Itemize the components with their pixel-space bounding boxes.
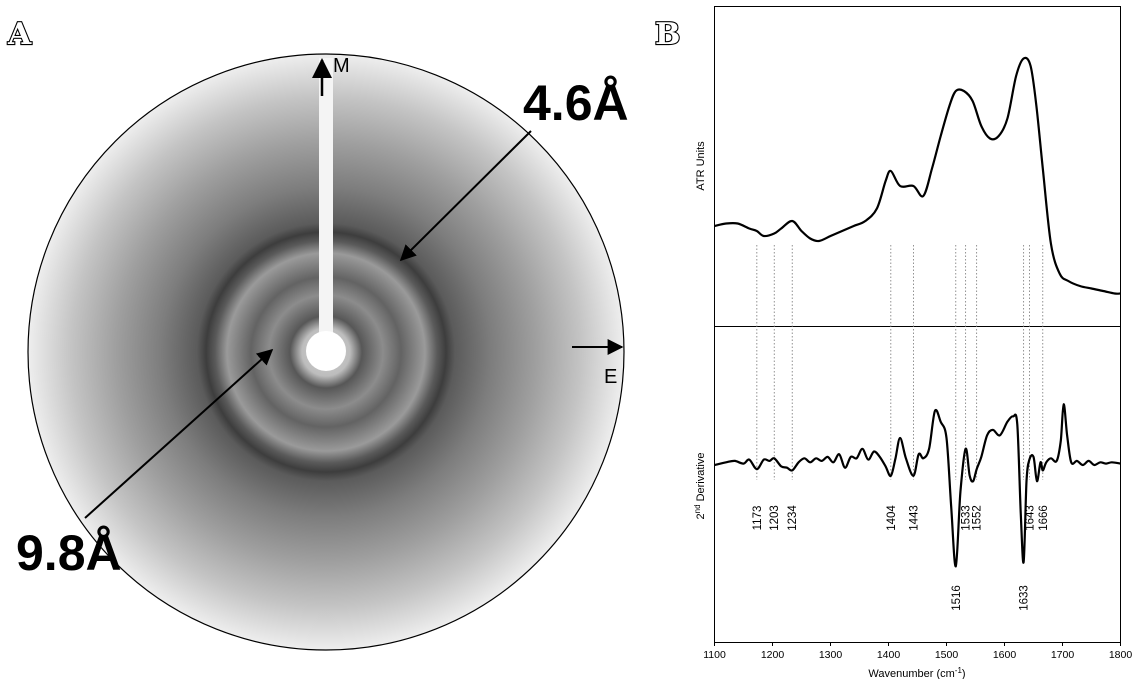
panel-b: B ATR Units 2nd Derivative Wavenumber (c… [654, 6, 1132, 679]
peak-label: 1666 [1038, 505, 1050, 531]
panel-b-letter: B [655, 17, 680, 52]
peak-labels: 1173 1203 1234 1404 1443 1516 1533 1552 1633 1643… [752, 505, 1050, 611]
beamstop-center [306, 331, 346, 371]
plot-frame [714, 6, 1121, 643]
peak-label: 1633 [1019, 585, 1031, 611]
x-ticks: 1100 1200 1300 1400 1500 1600 1700 1800 [703, 642, 1132, 661]
peak-label: 1203 [769, 505, 781, 531]
derivative-spectrum-line [714, 403, 1121, 568]
peak-guides [756, 245, 1044, 480]
peak-label: 1234 [787, 505, 799, 531]
x-tick-label: 1800 [1109, 649, 1133, 661]
peak-label: 1552 [972, 505, 984, 531]
label-9-8: 9.8Å [16, 525, 122, 581]
series [714, 56, 1121, 568]
panel-a-letter: A [7, 17, 32, 52]
meridian-label: M [333, 55, 350, 77]
peak-label: 1533 [961, 505, 973, 531]
x-tick-label: 1700 [1051, 649, 1075, 661]
beamstop-arm [319, 58, 333, 350]
arrow-4-6 [399, 130, 532, 262]
panel-a: A M E 4.6Å 9.8Å [6, 16, 629, 651]
x-tick-label: 1300 [819, 649, 843, 661]
label-4-6: 4.6Å [523, 75, 629, 131]
x-tick-label: 1100 [703, 649, 726, 661]
x-tick-label: 1400 [877, 649, 901, 661]
peak-label: 1516 [951, 585, 963, 611]
x-tick-label: 1500 [935, 649, 959, 661]
x-tick-label: 1200 [761, 649, 785, 661]
equator-label: E [604, 366, 617, 388]
peak-label: 1404 [886, 505, 898, 531]
top-ylabel: ATR Units [695, 141, 707, 191]
bottom-ylabel: 2nd Derivative [693, 453, 707, 520]
xlabel: Wavenumber (cm-1) [868, 666, 965, 679]
peak-label: 1173 [752, 506, 764, 531]
atr-spectrum-line [714, 56, 1121, 295]
peak-label: 1443 [908, 505, 920, 531]
peak-label: 1643 [1024, 505, 1036, 531]
arrow-9-8 [84, 348, 274, 519]
x-tick-label: 1600 [993, 649, 1017, 661]
